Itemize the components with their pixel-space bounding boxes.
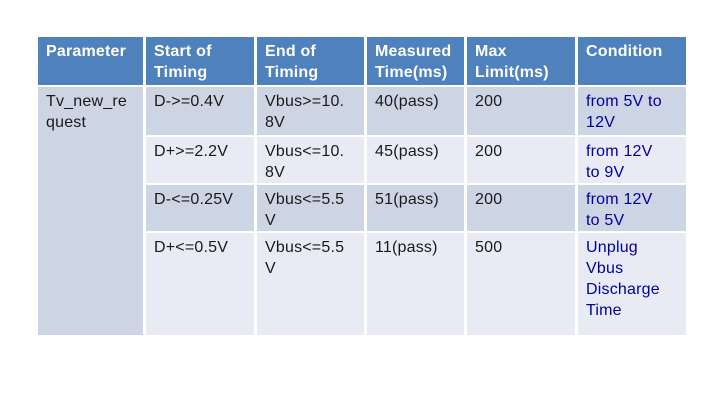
usb-timing-results-table: Parameter Start of Timing End of Timing … (38, 37, 686, 335)
max-limit-cell: 200 (467, 87, 575, 135)
condition-cell: from 12V to 9V (578, 137, 686, 183)
measured-time-cell: 40(pass) (367, 87, 464, 135)
max-limit-cell: 200 (467, 185, 575, 231)
end-of-timing-cell: Vbus>=10. 8V (257, 87, 364, 135)
column-header-max-limit: Max Limit(ms) (467, 37, 575, 85)
start-of-timing-cell: D-<=0.25V (146, 185, 254, 231)
start-of-timing-cell: D+<=0.5V (146, 233, 254, 335)
start-of-timing-cell: D->=0.4V (146, 87, 254, 135)
measured-time-cell: 11(pass) (367, 233, 464, 335)
end-of-timing-cell: Vbus<=10. 8V (257, 137, 364, 183)
column-header-parameter: Parameter (38, 37, 143, 85)
condition-cell: from 5V to 12V (578, 87, 686, 135)
column-header-start-of-timing: Start of Timing (146, 37, 254, 85)
column-header-end-of-timing: End of Timing (257, 37, 364, 85)
max-limit-cell: 500 (467, 233, 575, 335)
condition-cell: Unplug Vbus Discharge Time (578, 233, 686, 335)
end-of-timing-cell: Vbus<=5.5 V (257, 233, 364, 335)
condition-cell: from 12V to 5V (578, 185, 686, 231)
parameter-cell: Tv_new_re quest (38, 87, 143, 335)
measured-time-cell: 45(pass) (367, 137, 464, 183)
start-of-timing-cell: D+>=2.2V (146, 137, 254, 183)
measured-time-cell: 51(pass) (367, 185, 464, 231)
max-limit-cell: 200 (467, 137, 575, 183)
column-header-condition: Condition (578, 37, 686, 85)
end-of-timing-cell: Vbus<=5.5 V (257, 185, 364, 231)
column-header-measured-time: Measured Time(ms) (367, 37, 464, 85)
